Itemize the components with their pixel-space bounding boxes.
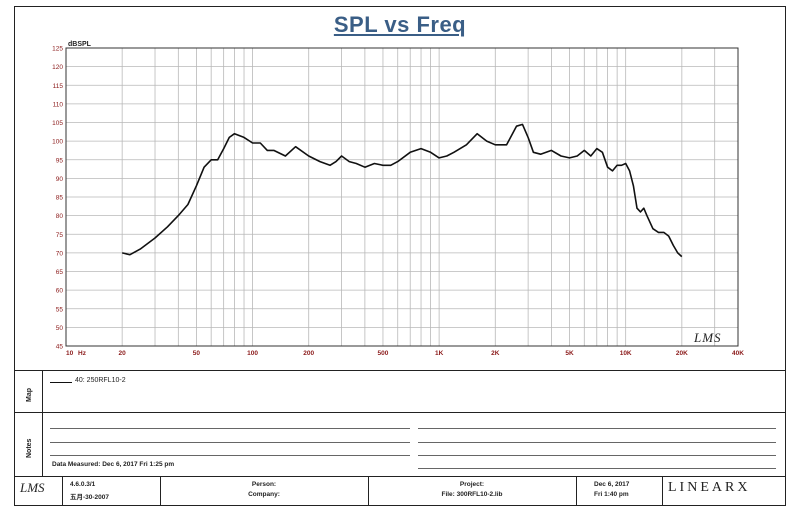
footer-time: Fri 1:40 pm bbox=[594, 491, 629, 498]
y-tick-label: 110 bbox=[53, 101, 64, 108]
notes-line bbox=[418, 468, 776, 469]
y-axis-label: dBSPL bbox=[68, 41, 91, 48]
x-tick-label: 100 bbox=[247, 350, 258, 357]
version: 4.6.0.3/1 bbox=[70, 481, 96, 488]
y-tick-label: 105 bbox=[52, 120, 63, 127]
y-tick-label: 70 bbox=[56, 250, 64, 257]
y-tick-label: 60 bbox=[56, 288, 64, 295]
x-tick-label: 10K bbox=[620, 350, 632, 357]
project-label: Project: bbox=[459, 481, 485, 488]
legend-entry: 40: 250RFL10-2 bbox=[75, 377, 126, 384]
x-tick-label: 20K bbox=[676, 350, 688, 357]
y-tick-label: 125 bbox=[52, 46, 63, 53]
y-tick-label: 65 bbox=[56, 269, 64, 276]
y-tick-label: 50 bbox=[56, 325, 64, 332]
x-tick-label: 50 bbox=[193, 350, 201, 357]
divider bbox=[62, 476, 63, 506]
curve-layer bbox=[122, 123, 683, 258]
divider bbox=[576, 476, 577, 506]
x-tick-label: 40K bbox=[732, 350, 744, 357]
notes-line bbox=[418, 428, 776, 429]
measured-date: Data Measured: Dec 6, 2017 Fri 1:25 pm bbox=[52, 461, 175, 468]
plot-border bbox=[65, 47, 739, 347]
divider bbox=[42, 370, 43, 476]
divider bbox=[14, 370, 786, 371]
x-tick-label: 1K bbox=[435, 350, 444, 357]
tick-labels: 45 50 55 60 65 70 75 80 85 90 95 100 105 110 115 120 125… bbox=[52, 46, 744, 358]
grid bbox=[65, 47, 739, 347]
notes-line bbox=[50, 455, 410, 456]
version-date: 五月-30-2007 bbox=[70, 494, 110, 501]
notes-line bbox=[418, 442, 776, 443]
divider bbox=[160, 476, 161, 506]
chart-frame bbox=[14, 6, 786, 506]
y-tick-label: 75 bbox=[56, 232, 64, 239]
company-label: Company: bbox=[248, 491, 280, 498]
y-tick-label: 45 bbox=[56, 344, 64, 351]
file-name: File: 300RFL10-2.lib bbox=[441, 491, 503, 498]
x-tick-label: 500 bbox=[378, 350, 389, 357]
y-tick-label: 100 bbox=[52, 139, 63, 146]
notes-line bbox=[50, 428, 410, 429]
y-tick-label: 90 bbox=[56, 176, 64, 183]
person-label: Person: bbox=[251, 481, 277, 488]
y-tick-label: 85 bbox=[56, 195, 64, 202]
y-tick-label: 115 bbox=[53, 83, 64, 90]
map-label: Map bbox=[26, 388, 33, 402]
x-tick-label: 10 bbox=[66, 350, 74, 357]
legend-swatch bbox=[50, 382, 72, 383]
linearx-logo: LINEARX bbox=[668, 480, 751, 495]
lms-logo: LMS bbox=[20, 480, 45, 495]
y-tick-label: 95 bbox=[56, 157, 64, 164]
lms-watermark: LMS bbox=[694, 330, 722, 345]
x-tick-label: 20 bbox=[119, 350, 127, 357]
y-tick-label: 120 bbox=[52, 64, 63, 71]
notes-line bbox=[50, 442, 410, 443]
x-unit-label: Hz bbox=[78, 350, 87, 357]
divider bbox=[662, 476, 663, 506]
notes-label: Notes bbox=[26, 438, 33, 458]
footer-date: Dec 6, 2017 bbox=[594, 481, 630, 488]
notes-line bbox=[418, 455, 776, 456]
x-tick-label: 200 bbox=[303, 350, 314, 357]
divider bbox=[14, 476, 786, 477]
axes bbox=[65, 47, 739, 347]
divider bbox=[368, 476, 369, 506]
y-tick-label: 55 bbox=[56, 306, 64, 313]
y-tick-label: 80 bbox=[56, 213, 64, 220]
spl-curve bbox=[122, 123, 683, 258]
x-tick-label: 5K bbox=[565, 350, 574, 357]
x-tick-label: 2K bbox=[491, 350, 500, 357]
divider bbox=[14, 412, 786, 413]
chart-title: SPL vs Freq bbox=[333, 12, 467, 37]
